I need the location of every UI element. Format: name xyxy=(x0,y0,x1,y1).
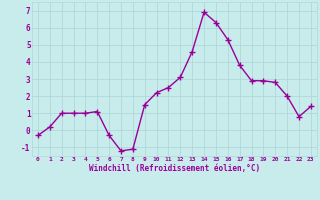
X-axis label: Windchill (Refroidissement éolien,°C): Windchill (Refroidissement éolien,°C) xyxy=(89,164,260,173)
